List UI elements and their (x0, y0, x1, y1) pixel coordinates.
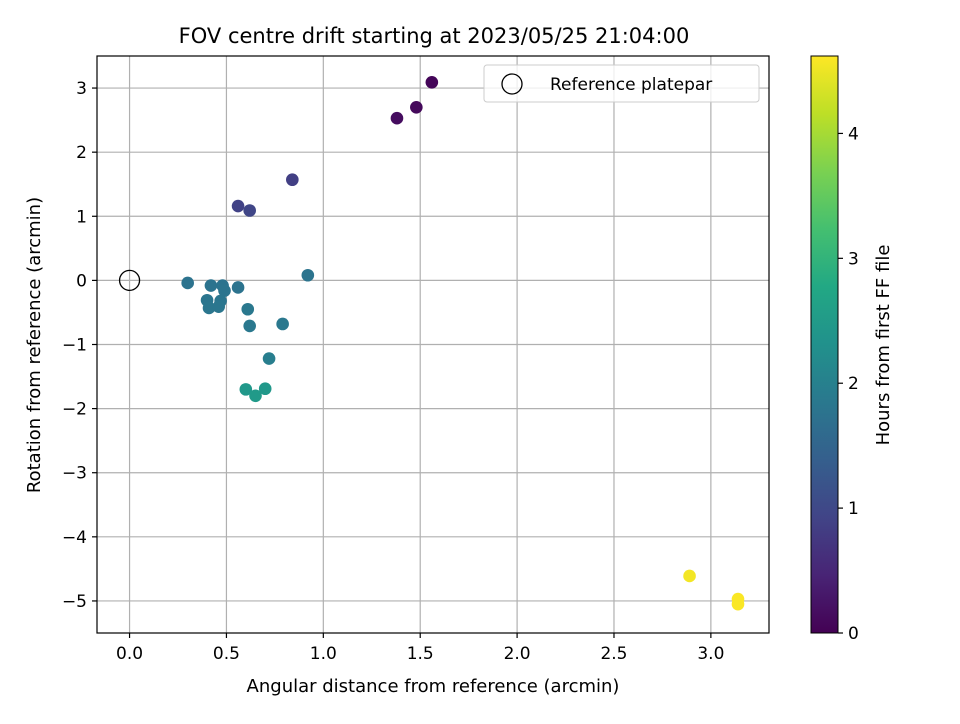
y-tick-label: 1 (76, 207, 87, 227)
data-point (218, 284, 231, 297)
colorbar-gradient (810, 55, 839, 634)
colorbar-tick-label: 0 (848, 624, 859, 644)
colorbar: 0 1 2 3 4 Hours from first FF file (810, 55, 894, 644)
data-point (249, 389, 262, 403)
colorbar-ticks: 0 1 2 3 4 (838, 124, 859, 644)
data-point (276, 317, 289, 331)
data-point (239, 383, 253, 396)
y-tick-label: −5 (62, 592, 87, 612)
legend-label-reference-platepar: Reference platepar (550, 75, 712, 95)
x-tick-label: 1.0 (310, 644, 337, 664)
y-axis-ticks: 3 2 1 0 −1 −2 −3 −4 −5 (62, 79, 97, 612)
data-point (301, 268, 315, 282)
data-point (202, 301, 216, 315)
x-tick-label: 0.5 (213, 644, 240, 664)
x-axis-ticks: 0.0 0.5 1.0 1.5 2.0 2.5 3.0 (116, 633, 724, 664)
data-point (262, 352, 276, 365)
grid (97, 56, 769, 633)
data-point (425, 75, 439, 89)
data-point (212, 300, 225, 313)
data-point (390, 111, 404, 125)
colorbar-tick-label: 4 (848, 124, 859, 144)
legend: Reference platepar (483, 64, 760, 103)
legend-reference-marker-icon (501, 73, 523, 95)
data-point (231, 281, 245, 294)
data-points (118, 75, 745, 611)
y-tick-label: 2 (76, 143, 87, 163)
x-tick-label: 1.5 (407, 644, 434, 664)
data-point (181, 276, 194, 290)
x-axis-label: Angular distance from reference (arcmin) (247, 676, 620, 697)
y-tick-label: 3 (76, 79, 87, 99)
reference-platepar-marker (118, 269, 141, 292)
y-tick-label: −1 (62, 336, 87, 356)
data-point (731, 597, 745, 611)
colorbar-tick-label: 3 (848, 249, 859, 269)
data-point (231, 199, 245, 213)
y-tick-label: 0 (76, 271, 87, 291)
colorbar-tick-label: 1 (848, 499, 859, 519)
x-tick-label: 2.5 (600, 644, 627, 664)
data-point (241, 302, 255, 316)
y-tick-label: −4 (62, 528, 87, 548)
data-point (286, 173, 299, 187)
data-point (410, 100, 423, 114)
colorbar-label: Hours from first FF file (873, 245, 894, 446)
y-tick-label: −2 (62, 400, 87, 420)
legend-box (483, 64, 760, 103)
data-point (204, 279, 218, 292)
chart-title: FOV centre drift starting at 2023/05/25 … (179, 24, 690, 48)
data-point (258, 382, 272, 396)
colorbar-tick-label: 2 (848, 374, 859, 394)
y-tick-label: −3 (62, 464, 87, 484)
y-axis-label: Rotation from reference (arcmin) (24, 197, 45, 493)
x-tick-label: 2.0 (504, 644, 531, 664)
data-point (243, 204, 256, 217)
x-tick-label: 0.0 (116, 644, 143, 664)
data-point (683, 569, 696, 583)
data-point (243, 319, 256, 333)
x-tick-label: 3.0 (697, 644, 724, 664)
